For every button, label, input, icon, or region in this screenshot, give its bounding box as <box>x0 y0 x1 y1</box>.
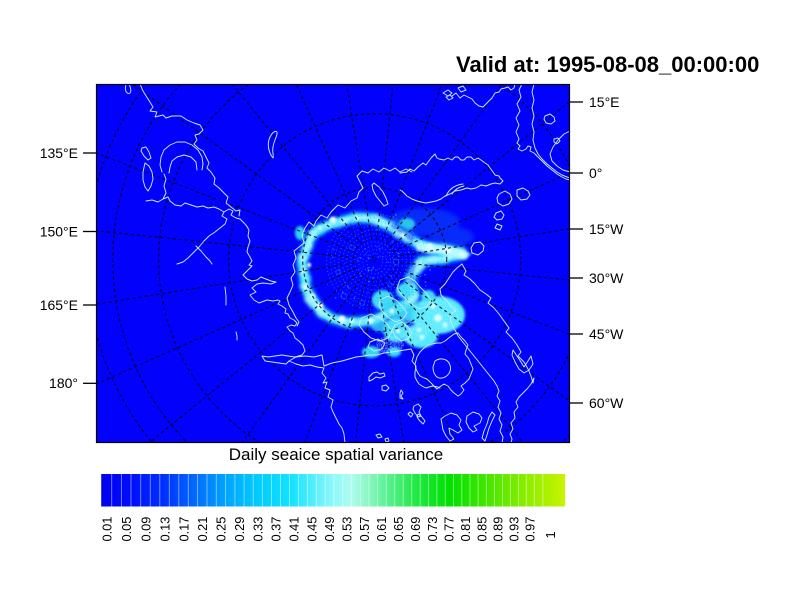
svg-text:0.93: 0.93 <box>506 517 521 542</box>
svg-text:0.01: 0.01 <box>100 517 115 542</box>
svg-text:0.37: 0.37 <box>269 517 284 542</box>
svg-text:0.33: 0.33 <box>250 517 265 542</box>
svg-text:30°W: 30°W <box>589 270 624 286</box>
svg-text:0.61: 0.61 <box>374 517 389 542</box>
svg-text:0.17: 0.17 <box>176 517 191 542</box>
svg-text:1: 1 <box>543 531 558 538</box>
svg-text:135°E: 135°E <box>40 145 78 161</box>
svg-text:Valid at: 1995-08-08_00:00:00: Valid at: 1995-08-08_00:00:00 <box>456 52 759 77</box>
svg-text:0.41: 0.41 <box>287 517 302 542</box>
svg-text:0.57: 0.57 <box>357 517 372 542</box>
svg-text:0.25: 0.25 <box>214 517 229 542</box>
svg-text:0.49: 0.49 <box>322 517 337 542</box>
svg-text:0.13: 0.13 <box>157 517 172 542</box>
svg-text:0.05: 0.05 <box>119 517 134 542</box>
svg-text:0.97: 0.97 <box>522 517 537 542</box>
svg-text:0.77: 0.77 <box>442 517 457 542</box>
svg-text:0°: 0° <box>589 165 602 181</box>
svg-text:0.45: 0.45 <box>304 517 319 542</box>
svg-text:150°E: 150°E <box>40 223 78 239</box>
svg-text:Daily seaice spatial variance: Daily seaice spatial variance <box>229 445 444 464</box>
svg-text:0.89: 0.89 <box>490 517 505 542</box>
svg-text:0.85: 0.85 <box>474 517 489 542</box>
svg-text:45°W: 45°W <box>589 326 624 342</box>
svg-text:0.81: 0.81 <box>458 517 473 542</box>
svg-text:60°W: 60°W <box>589 395 624 411</box>
svg-text:0.53: 0.53 <box>340 517 355 542</box>
svg-text:15°W: 15°W <box>589 221 624 237</box>
svg-text:180°: 180° <box>49 375 78 391</box>
svg-text:0.09: 0.09 <box>138 517 153 542</box>
svg-text:165°E: 165°E <box>40 297 78 313</box>
svg-text:0.69: 0.69 <box>408 517 423 542</box>
svg-text:0.21: 0.21 <box>195 517 210 542</box>
svg-text:0.73: 0.73 <box>425 517 440 542</box>
svg-text:0.29: 0.29 <box>232 517 247 542</box>
svg-text:15°E: 15°E <box>589 94 620 110</box>
svg-text:0.65: 0.65 <box>391 517 406 542</box>
